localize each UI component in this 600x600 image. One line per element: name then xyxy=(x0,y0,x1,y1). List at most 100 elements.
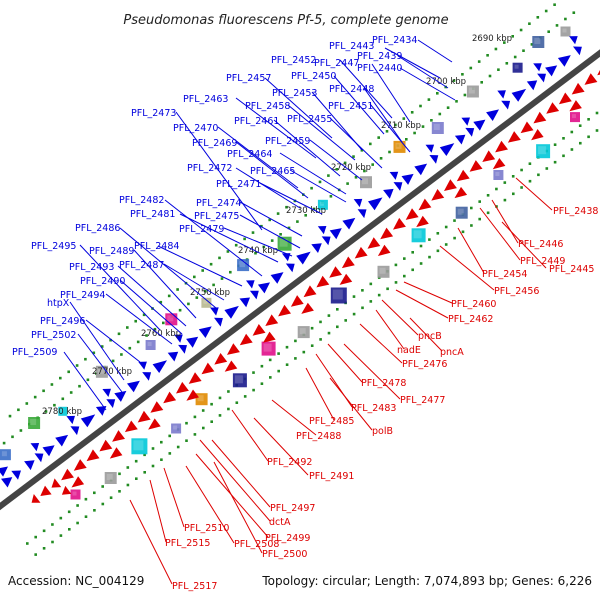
scale-tick-dot xyxy=(195,296,199,299)
feature-box-highlight xyxy=(263,343,272,352)
scale-tick-dot xyxy=(76,504,79,507)
scale-tick-dot xyxy=(229,270,232,274)
gene-label: PFL_2492 xyxy=(267,457,312,468)
scale-tick-dot xyxy=(528,22,531,25)
gene-arrow xyxy=(281,253,291,262)
gene-label: PFL_2485 xyxy=(309,416,354,427)
gene-label: PFL_2454 xyxy=(482,269,527,280)
scale-tick-dot xyxy=(269,376,272,379)
scale-tick-dot xyxy=(480,81,483,84)
gene-arrow xyxy=(174,334,183,343)
gene-arrow xyxy=(80,414,96,428)
scale-tick-dot xyxy=(513,55,517,59)
scale-tick-dot xyxy=(452,79,456,82)
feature-box-highlight xyxy=(413,230,422,239)
gene-arrow xyxy=(278,304,291,317)
gene-arrow xyxy=(214,353,228,365)
scale-tick-dot xyxy=(444,225,448,229)
gene-arrow xyxy=(383,188,394,199)
feature-box xyxy=(0,449,11,461)
gene-label: pncA xyxy=(440,347,464,358)
gene-arrow xyxy=(429,155,439,164)
scale-tick-dot xyxy=(363,169,366,173)
gene-arrow xyxy=(368,197,383,211)
gene-label: PFL_2500 xyxy=(262,549,307,560)
map-title: Pseudomonas fluorescens Pf-5, complete g… xyxy=(123,13,448,28)
gene-arrow xyxy=(469,160,483,172)
scale-tick-dot xyxy=(369,300,373,303)
scale-tick-dot xyxy=(118,490,121,493)
gene-arrow xyxy=(176,381,189,394)
scale-tick-dot xyxy=(285,363,289,366)
scale-tick-dot xyxy=(403,257,406,260)
gene-label: PFL_2443 xyxy=(329,41,374,52)
scale-tick-dot xyxy=(428,238,431,241)
feature-box xyxy=(317,199,328,210)
scale-tick-dot xyxy=(209,262,213,266)
gene-label: PFL_2452 xyxy=(271,55,316,66)
gene-arrow xyxy=(393,182,403,191)
gene-arrow xyxy=(142,372,152,381)
gene-arrow xyxy=(557,55,571,67)
scale-tick-dot xyxy=(528,179,532,183)
scale-tick-dot xyxy=(51,540,54,544)
gene-arrow xyxy=(342,217,356,230)
gene-label: PFL_2460 xyxy=(451,299,496,310)
scale-tick-dot xyxy=(302,350,306,354)
scale-tick-dot xyxy=(478,200,481,203)
scale-tick-dot xyxy=(587,135,590,139)
scale-tick-dot xyxy=(545,167,549,170)
scale-tick-dot xyxy=(335,168,339,171)
gene-arrow xyxy=(239,333,253,346)
feature-box xyxy=(195,393,208,406)
gene-arrow xyxy=(61,468,74,481)
scale-tick-dot xyxy=(287,226,291,230)
gene-arrow xyxy=(210,307,219,316)
gene-arrow xyxy=(163,391,177,404)
scale-tick-dot xyxy=(260,364,264,368)
scale-tick-dot xyxy=(42,547,46,550)
gene-arrow xyxy=(40,485,52,496)
scale-tick-dot xyxy=(537,173,540,177)
gene-label: PFL_2497 xyxy=(270,503,315,514)
scale-tick-dot xyxy=(511,35,514,38)
scale-tick-dot xyxy=(67,510,71,514)
scale-tick-dot xyxy=(377,136,380,139)
feature-box xyxy=(232,373,247,388)
gene-arrow xyxy=(137,410,151,423)
scale-tick-dot xyxy=(579,141,582,145)
gene-label: PFL_2469 xyxy=(192,138,237,149)
gene-arrow xyxy=(416,215,429,228)
feature-box-highlight xyxy=(234,375,243,384)
feature-box xyxy=(377,265,390,278)
scale-tick-dot xyxy=(53,403,56,407)
scale-tick-dot xyxy=(587,118,590,121)
scale-tick-dot xyxy=(497,68,500,71)
scale-tick-dot xyxy=(310,344,314,347)
gene-arrow xyxy=(597,70,600,76)
scale-tick-dot xyxy=(570,130,574,134)
feature-box-highlight xyxy=(239,261,246,268)
feature-box xyxy=(277,236,292,251)
gene-label: PFL_2453 xyxy=(272,88,317,99)
scale-tick-dot xyxy=(410,111,414,114)
gene-arrow xyxy=(546,102,560,114)
gene-arrow xyxy=(152,360,167,373)
gene-arrow xyxy=(150,401,164,413)
feature-box-highlight xyxy=(457,208,464,215)
scale-tick-dot xyxy=(520,168,523,172)
scale-tick-dot xyxy=(210,402,213,406)
gene-arrow xyxy=(95,406,107,416)
feature-box xyxy=(201,297,212,308)
scale-tick-dot xyxy=(403,274,406,278)
gene-arrow xyxy=(439,143,455,156)
gene-arrow xyxy=(461,117,470,126)
scale-tick-dot xyxy=(361,306,364,310)
scale-tick-dot xyxy=(61,397,65,401)
gene-label: PFL_2457 xyxy=(226,73,271,84)
gene-label: PFL_2447 xyxy=(314,58,359,69)
feature-box-highlight xyxy=(203,299,208,304)
scale-tick-dot xyxy=(470,206,473,210)
scale-tick-dot xyxy=(202,426,205,430)
gene-arrow xyxy=(186,336,199,348)
